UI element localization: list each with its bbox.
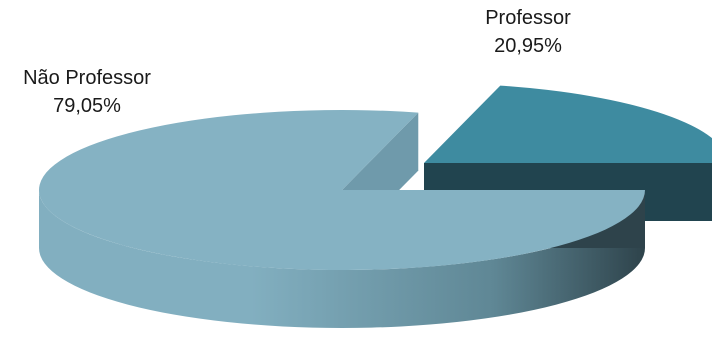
- slice-nao-professor-side: [39, 190, 645, 328]
- slice-value-professor: 20,95%: [494, 35, 562, 57]
- slice-value-nao-professor: 79,05%: [53, 95, 121, 117]
- slice-name-nao-professor: Não Professor: [23, 67, 151, 89]
- slice-name-professor: Professor: [485, 7, 571, 29]
- slice-nao-professor: [39, 110, 646, 271]
- slice-label-nao-professor: Não Professor 79,05%: [2, 64, 172, 120]
- slice-professor: [424, 85, 712, 163]
- slice-label-professor: Professor 20,95%: [458, 4, 598, 60]
